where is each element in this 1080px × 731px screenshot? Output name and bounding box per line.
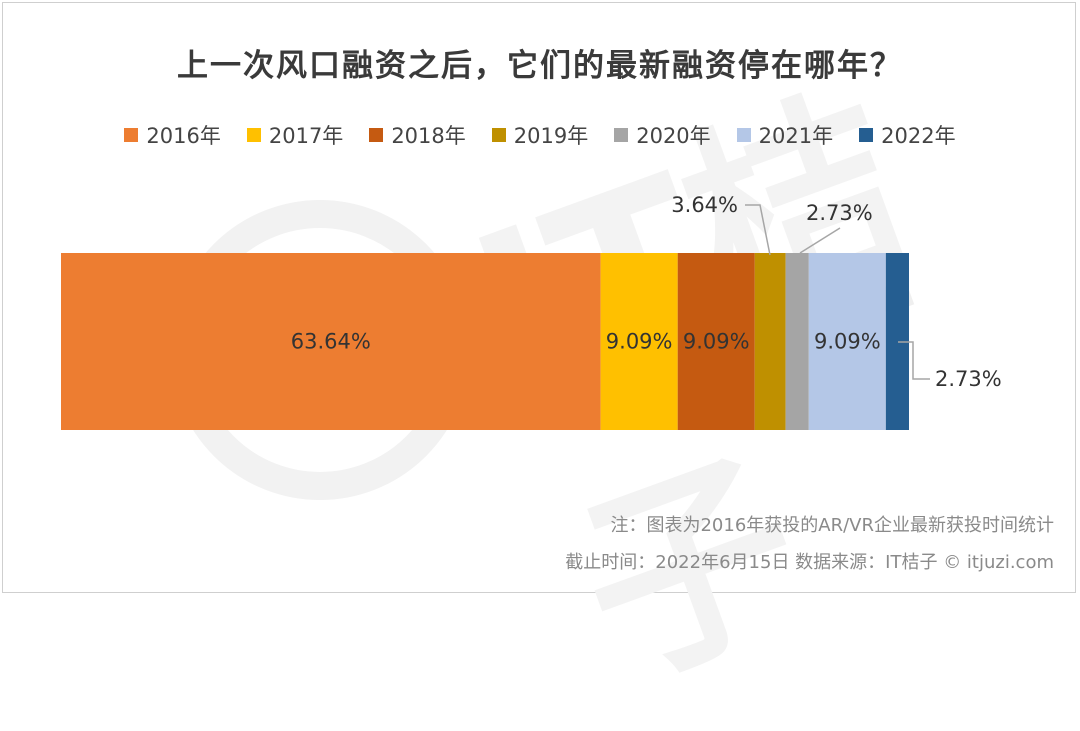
legend-item-2: 2018年: [369, 120, 466, 150]
legend-swatch-icon: [859, 128, 874, 142]
legend-label: 2019年: [513, 124, 589, 148]
data-label-3: 3.64%: [671, 193, 738, 217]
data-label-1: 9.09%: [606, 330, 673, 354]
legend-label: 2021年: [758, 124, 834, 148]
legend-label: 2018年: [391, 124, 466, 148]
legend-swatch-icon: [491, 128, 506, 142]
bar-segment-6: [885, 253, 909, 430]
legend-swatch-icon: [369, 128, 384, 142]
legend-item-4: 2020年: [614, 120, 711, 150]
legend-label: 2020年: [636, 124, 711, 148]
chart-frame: [2, 2, 1076, 593]
legend-item-1: 2017年: [246, 120, 344, 150]
stacked-bar-chart: 63.64% 9.09% 9.09% 3.64% 2.73% 9.09% 2.73%: [61, 193, 1002, 430]
callout-line-6: [898, 341, 930, 380]
data-label-4: 2.73%: [806, 201, 873, 225]
chart-legend: 2016年 2017年 2018年 2019年 2020年 2021年 2022年: [0, 120, 1080, 150]
legend-item-6: 2022年: [859, 120, 956, 150]
data-label-5: 9.09%: [814, 330, 881, 354]
legend-item-5: 2021年: [736, 120, 834, 150]
data-label-6: 2.73%: [935, 367, 1002, 391]
legend-swatch-icon: [614, 128, 629, 142]
legend-label: 2017年: [268, 124, 344, 148]
bar-segment-2: [677, 253, 755, 430]
legend-item-3: 2019年: [491, 120, 589, 150]
data-label-0: 63.64%: [291, 330, 371, 354]
footer-note: 注：图表为2016年获投的AR/VR企业最新获投时间统计: [610, 515, 1054, 536]
legend-swatch-icon: [246, 128, 261, 142]
callout-line-4: [799, 227, 841, 254]
chart-title: 上一次风口融资之后，它们的最新融资停在哪年？: [177, 48, 903, 84]
callout-line-3: [745, 204, 771, 256]
footer-source: 截止时间：2022年6月15日 数据来源：IT桔子 © itjuzi.com: [565, 552, 1054, 573]
bar-segment-4: [785, 253, 809, 430]
legend-swatch-icon: [736, 128, 751, 142]
bar-segment-1: [600, 253, 678, 430]
legend-label: 2022年: [881, 124, 956, 148]
legend-item-0: 2016年: [124, 120, 221, 150]
bar-segment-5: [808, 253, 886, 430]
bar-segment-0: [61, 253, 601, 430]
bar-segment-3: [754, 253, 786, 430]
data-label-2: 9.09%: [683, 330, 750, 354]
legend-swatch-icon: [124, 128, 139, 142]
legend-label: 2016年: [146, 124, 221, 148]
